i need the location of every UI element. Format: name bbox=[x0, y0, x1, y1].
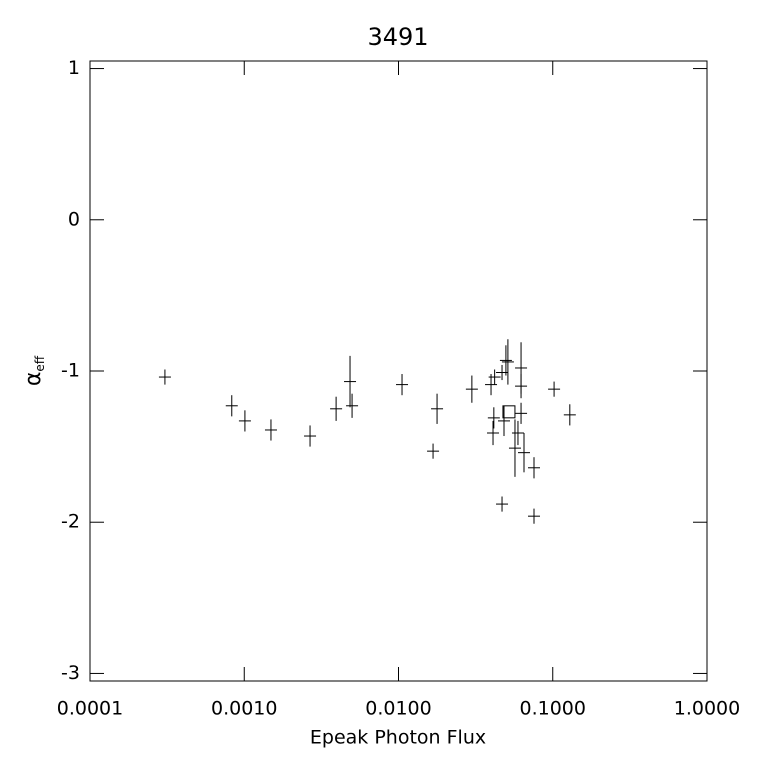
x-tick-label: 0.1000 bbox=[520, 698, 586, 720]
y-tick-label: -2 bbox=[61, 511, 80, 533]
x-tick-label: 0.0100 bbox=[365, 698, 431, 720]
y-tick-label: -3 bbox=[61, 662, 80, 684]
y-axis-symbol: αeff bbox=[21, 355, 47, 386]
y-axis-subscript: eff bbox=[33, 355, 47, 371]
y-tick-label: 0 bbox=[68, 208, 80, 230]
x-tick-label: 1.0000 bbox=[674, 698, 740, 720]
x-axis-label: Epeak Photon Flux bbox=[310, 727, 486, 749]
y-tick-label: 1 bbox=[68, 57, 80, 79]
x-tick-label: 0.0001 bbox=[57, 698, 123, 720]
y-axis-label: αeff bbox=[21, 355, 47, 386]
chart-title: 3491 bbox=[367, 23, 428, 51]
highlight-marker bbox=[502, 405, 516, 419]
y-axis-symbol-main: α bbox=[21, 372, 46, 387]
x-tick-label: 0.0010 bbox=[211, 698, 277, 720]
y-tick-label: -1 bbox=[61, 360, 80, 382]
plot-frame bbox=[89, 60, 708, 682]
